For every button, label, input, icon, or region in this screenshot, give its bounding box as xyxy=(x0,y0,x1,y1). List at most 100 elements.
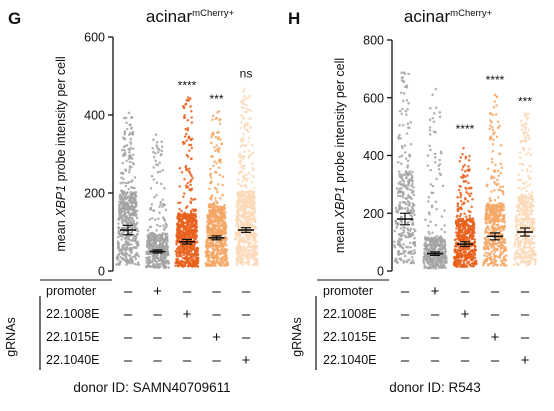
data-point xyxy=(254,241,257,244)
data-point xyxy=(219,213,223,216)
data-point xyxy=(406,195,410,199)
data-point xyxy=(456,265,459,268)
data-point xyxy=(130,132,134,136)
data-point xyxy=(136,243,140,247)
data-point xyxy=(440,215,444,218)
data-point xyxy=(403,85,407,89)
data-point xyxy=(212,220,215,224)
data-point xyxy=(515,227,519,231)
data-point xyxy=(402,92,406,95)
chart-title-superscript: mCherry+ xyxy=(192,8,234,19)
data-point xyxy=(120,238,123,241)
data-point xyxy=(223,204,226,207)
data-point xyxy=(399,190,402,193)
data-point xyxy=(492,105,496,109)
data-point xyxy=(466,168,469,172)
data-point xyxy=(399,227,403,230)
data-point xyxy=(428,118,432,122)
data-point xyxy=(455,251,459,255)
data-point xyxy=(127,238,131,241)
data-point xyxy=(163,260,167,264)
data-point xyxy=(147,264,150,268)
data-point xyxy=(491,126,494,129)
data-point xyxy=(160,247,164,250)
data-point xyxy=(250,180,253,184)
data-point xyxy=(195,263,199,267)
data-point xyxy=(398,109,402,113)
data-point xyxy=(123,137,126,141)
data-point xyxy=(185,132,188,136)
data-point xyxy=(137,263,141,266)
data-point xyxy=(422,257,426,260)
data-point xyxy=(125,127,129,131)
data-point xyxy=(245,128,248,132)
data-point xyxy=(215,253,219,256)
data-point xyxy=(225,248,229,251)
data-point xyxy=(407,193,410,197)
data-point xyxy=(409,234,412,238)
data-point xyxy=(440,228,443,231)
data-point xyxy=(220,264,224,267)
data-point xyxy=(434,131,437,134)
data-point xyxy=(146,234,149,238)
data-point xyxy=(129,258,132,261)
data-point xyxy=(126,202,129,206)
data-point xyxy=(208,259,211,262)
data-point xyxy=(236,192,240,196)
data-point xyxy=(240,140,244,144)
data-point xyxy=(401,107,404,111)
data-point xyxy=(179,242,183,245)
data-point xyxy=(237,243,241,247)
data-point xyxy=(187,215,190,219)
data-point xyxy=(176,216,179,219)
data-point xyxy=(121,253,124,256)
data-point xyxy=(456,195,459,199)
data-point xyxy=(165,232,169,235)
data-point xyxy=(243,164,246,168)
data-point xyxy=(456,259,459,263)
data-point xyxy=(407,251,410,255)
data-point xyxy=(492,252,496,256)
data-point xyxy=(215,144,218,147)
data-point xyxy=(121,161,124,165)
data-point xyxy=(504,248,508,252)
data-point xyxy=(181,244,185,248)
series-4: **** xyxy=(482,73,508,267)
data-point xyxy=(206,255,210,259)
data-point xyxy=(402,243,405,246)
data-point xyxy=(400,252,403,256)
y-tick-label: 0 xyxy=(377,265,384,279)
data-point xyxy=(411,182,414,186)
data-point xyxy=(238,209,241,212)
data-point xyxy=(452,255,456,259)
data-point xyxy=(490,250,493,254)
data-point xyxy=(159,153,163,157)
data-point xyxy=(484,251,487,255)
data-point xyxy=(493,188,496,192)
data-point xyxy=(154,218,157,221)
data-point xyxy=(393,240,396,244)
data-point xyxy=(218,118,221,122)
data-point xyxy=(400,79,404,82)
data-point xyxy=(181,217,184,221)
data-point xyxy=(497,188,500,192)
data-point xyxy=(123,133,126,136)
data-point xyxy=(245,186,248,189)
data-point xyxy=(177,201,180,205)
data-point xyxy=(180,209,183,213)
data-point xyxy=(252,247,256,251)
data-point xyxy=(150,233,153,236)
series-3: **** xyxy=(452,122,478,269)
data-point xyxy=(470,227,473,231)
data-point xyxy=(428,144,431,148)
data-point xyxy=(498,244,501,248)
data-point xyxy=(128,205,132,208)
data-point xyxy=(244,183,247,187)
data-point xyxy=(158,205,161,208)
data-point xyxy=(453,238,457,242)
data-point xyxy=(398,208,401,211)
data-point xyxy=(433,112,436,115)
data-point xyxy=(395,187,399,190)
data-point xyxy=(125,256,128,259)
data-point xyxy=(234,236,237,239)
